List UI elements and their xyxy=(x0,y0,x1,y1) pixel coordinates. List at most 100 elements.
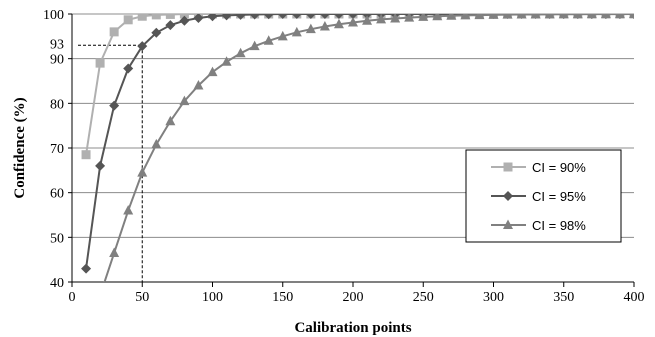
data-point xyxy=(600,14,611,19)
data-point xyxy=(333,18,344,29)
series-line-2 xyxy=(85,14,634,269)
data-point xyxy=(418,14,429,21)
data-point xyxy=(137,14,147,21)
data-point xyxy=(291,26,302,37)
data-point xyxy=(193,79,204,90)
data-point xyxy=(614,14,625,19)
data-point xyxy=(530,14,541,19)
y-tick-label: 40 xyxy=(50,276,64,291)
legend-marker xyxy=(503,162,513,172)
data-point xyxy=(263,14,274,20)
data-point xyxy=(179,15,190,26)
data-point xyxy=(249,40,260,51)
data-point xyxy=(151,27,162,38)
x-tick-label: 150 xyxy=(272,290,293,305)
data-point xyxy=(151,138,162,149)
data-point xyxy=(376,14,387,24)
data-point xyxy=(277,30,288,41)
data-point xyxy=(123,15,133,25)
data-point xyxy=(333,14,344,19)
data-point xyxy=(109,100,120,111)
legend-label: CI = 98% xyxy=(532,218,586,233)
tick-labels: 0 50 100 150 200 250 300 350 400 40 50 60 70 80 90 100 9… xyxy=(43,8,645,305)
data-point xyxy=(460,14,471,20)
legend-item: CI = 98% xyxy=(491,218,586,233)
x-tick-label: 100 xyxy=(202,290,223,305)
legend-marker xyxy=(503,191,513,201)
data-point xyxy=(235,14,246,20)
data-point xyxy=(81,150,91,160)
data-point xyxy=(165,14,175,19)
x-tick-label: 350 xyxy=(553,290,574,305)
data-point xyxy=(95,58,105,68)
data-point xyxy=(207,66,218,77)
data-point xyxy=(319,14,330,19)
data-point xyxy=(446,14,457,20)
data-point xyxy=(502,14,513,19)
data-point xyxy=(137,167,148,177)
data-point xyxy=(95,160,106,171)
legend-item: CI = 90% xyxy=(491,160,586,175)
y-tick-label: 70 xyxy=(50,142,64,157)
data-point xyxy=(362,15,373,25)
legend-item: CI = 95% xyxy=(491,189,586,204)
data-point xyxy=(404,14,415,22)
axes xyxy=(68,13,635,287)
x-tick-label: 300 xyxy=(483,290,504,305)
y-tick-label-extra: 93 xyxy=(50,37,64,52)
data-point xyxy=(572,14,583,19)
data-point xyxy=(235,47,246,58)
data-point xyxy=(221,14,232,21)
data-point xyxy=(263,35,274,45)
data-point xyxy=(558,14,569,19)
data-point xyxy=(123,205,134,215)
series-line-3 xyxy=(103,14,634,282)
x-tick-label: 200 xyxy=(343,290,364,305)
legend-label: CI = 95% xyxy=(532,189,586,204)
data-point xyxy=(291,14,302,19)
data-point xyxy=(151,14,161,20)
data-point xyxy=(629,14,634,18)
data-point xyxy=(207,14,218,22)
series-line-1 xyxy=(85,14,634,155)
y-tick-label: 90 xyxy=(50,53,64,68)
legend: CI = 90% CI = 95% CI = 98% xyxy=(465,149,622,243)
x-tick-label: 50 xyxy=(135,290,149,305)
legend-marker xyxy=(503,219,513,229)
y-axis-title: Confidence (%) xyxy=(12,97,28,198)
x-tick-label: 0 xyxy=(69,290,76,305)
data-point xyxy=(109,247,120,257)
data-point xyxy=(179,95,190,106)
data-point xyxy=(319,21,330,31)
data-point xyxy=(165,115,176,126)
series-3 xyxy=(95,14,634,300)
data-point xyxy=(277,14,288,19)
reference-lines xyxy=(78,44,143,282)
legend-label: CI = 90% xyxy=(532,160,586,175)
x-tick-label: 250 xyxy=(413,290,434,305)
data-point xyxy=(488,14,499,19)
series-layer xyxy=(81,14,634,300)
data-point xyxy=(516,14,527,19)
y-tick-label: 60 xyxy=(50,187,64,202)
data-point xyxy=(165,20,176,31)
data-point xyxy=(123,63,134,74)
x-axis-title: Calibration points xyxy=(294,320,411,336)
y-tick-label: 50 xyxy=(50,231,64,246)
data-point xyxy=(586,14,597,19)
data-point xyxy=(544,14,555,19)
data-point xyxy=(348,16,358,27)
data-point xyxy=(221,56,232,66)
x-tick-label: 400 xyxy=(624,290,645,305)
data-point xyxy=(95,290,105,300)
data-point xyxy=(193,14,204,24)
data-point xyxy=(305,23,316,34)
data-point xyxy=(109,27,119,37)
data-point xyxy=(137,41,148,52)
data-point xyxy=(305,14,316,19)
data-point xyxy=(432,14,443,21)
data-point xyxy=(474,14,485,20)
data-point xyxy=(81,263,92,274)
data-point xyxy=(348,14,358,19)
